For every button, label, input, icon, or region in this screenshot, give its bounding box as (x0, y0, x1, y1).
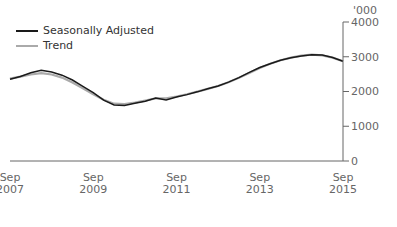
svg-text:Sep2011: Sep2011 (163, 171, 191, 196)
svg-text:4000: 4000 (351, 16, 379, 29)
html-text:Seasonally Adjusted: Seasonally Adjusted (43, 24, 154, 37)
svg-text:Sep2013: Sep2013 (246, 171, 274, 196)
svg-text:3000: 3000 (351, 51, 379, 64)
svg-text:Sep2009: Sep2009 (79, 171, 107, 196)
svg-text:1000: 1000 (351, 120, 379, 133)
svg-text:Sep2015: Sep2015 (329, 171, 357, 196)
html-text:Trend: Trend (43, 39, 74, 52)
svg-text:'000: '000 (353, 4, 377, 17)
svg-text:Sep2007: Sep2007 (8, 171, 24, 196)
svg-text:2000: 2000 (351, 85, 379, 98)
svg-text:0: 0 (351, 155, 358, 168)
